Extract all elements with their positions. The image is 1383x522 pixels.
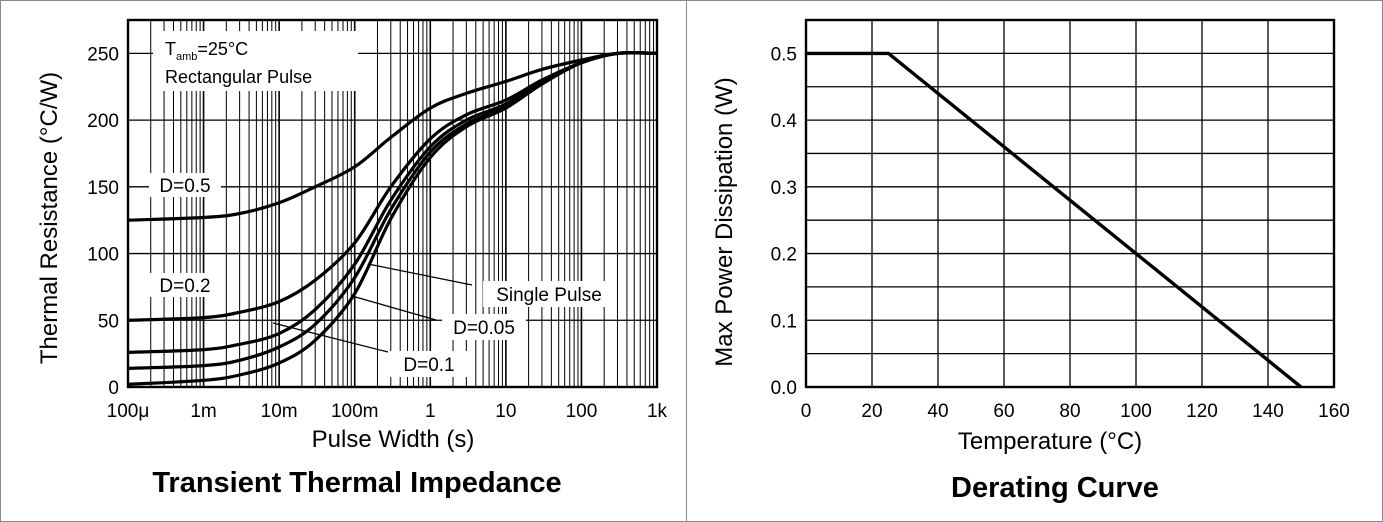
left-x-tick-label: 100μ	[107, 401, 150, 422]
left-x-tick-label: 1	[425, 401, 436, 422]
right-x-tick-label: 80	[1059, 401, 1080, 422]
curve-d-0-5	[127, 51, 658, 222]
curve-label: D=0.2	[159, 276, 210, 297]
left-plot-border	[126, 18, 659, 389]
right-plot-border	[804, 18, 1336, 389]
left-x-tick-label: 10m	[261, 401, 298, 422]
annotation-conditions: Tamb=25°C	[165, 39, 248, 63]
right-x-axis-title: Temperature (°C)	[958, 428, 1142, 455]
left-y-axis-title: Thermal Resistance (°C/W)	[36, 72, 63, 364]
curve-label-background	[149, 173, 221, 197]
curve-label-background	[149, 273, 221, 297]
right-x-tick-label: 100	[1120, 401, 1152, 422]
annotation-pulse-type: Rectangular Pulse	[165, 67, 312, 87]
curve-label: Single Pulse	[496, 285, 602, 306]
right-y-tick-label: 0.4	[771, 111, 798, 132]
leader-line	[351, 295, 437, 321]
left-chart-title: Transient Thermal Impedance	[152, 467, 561, 499]
leader-line	[272, 322, 389, 353]
left-y-tick-label: 50	[98, 311, 119, 332]
leader-line	[367, 263, 473, 286]
left-y-tick-label: 0	[108, 378, 119, 399]
right-y-axis-title: Max Power Dissipation (W)	[711, 77, 738, 366]
left-x-axis-title: Pulse Width (s)	[312, 426, 475, 453]
right-y-tick-label: 0.1	[771, 311, 797, 332]
curve-label: D=0.5	[159, 176, 210, 197]
annotation-background	[153, 31, 358, 91]
right-x-tick-label: 140	[1252, 401, 1284, 422]
curve-label-background	[483, 281, 615, 307]
right-y-tick-label: 0.3	[771, 178, 797, 199]
left-y-tick-label: 200	[87, 111, 119, 132]
curve-label-background	[442, 314, 526, 340]
right-y-tick-label: 0.5	[771, 44, 797, 65]
left-x-tick-label: 1m	[190, 401, 216, 422]
right-x-tick-label: 120	[1186, 401, 1218, 422]
right-y-tick-label: 0.2	[771, 245, 797, 266]
left-y-tick-label: 150	[87, 178, 119, 199]
curve-label: D=0.1	[403, 355, 454, 376]
curve-single-pulse	[127, 51, 658, 386]
curve-label: D=0.05	[453, 318, 515, 339]
curve-label-background	[390, 351, 468, 377]
derating-curve-line	[806, 51, 1303, 389]
left-y-tick-label: 250	[87, 44, 119, 65]
right-x-tick-label: 40	[927, 401, 948, 422]
right-y-tick-label: 0.0	[771, 378, 797, 399]
right-x-tick-label: 60	[993, 401, 1014, 422]
left-x-tick-label: 10	[495, 401, 516, 422]
left-y-tick-label: 100	[87, 245, 119, 266]
left-x-tick-label: 1k	[647, 401, 668, 422]
panel-divider	[686, 0, 687, 522]
right-x-tick-label: 0	[801, 401, 812, 422]
right-x-tick-label: 160	[1318, 401, 1350, 422]
left-x-tick-label: 100	[566, 401, 598, 422]
right-x-tick-label: 20	[861, 401, 882, 422]
right-chart-title: Derating Curve	[951, 472, 1159, 504]
left-x-tick-label: 100m	[331, 401, 379, 422]
